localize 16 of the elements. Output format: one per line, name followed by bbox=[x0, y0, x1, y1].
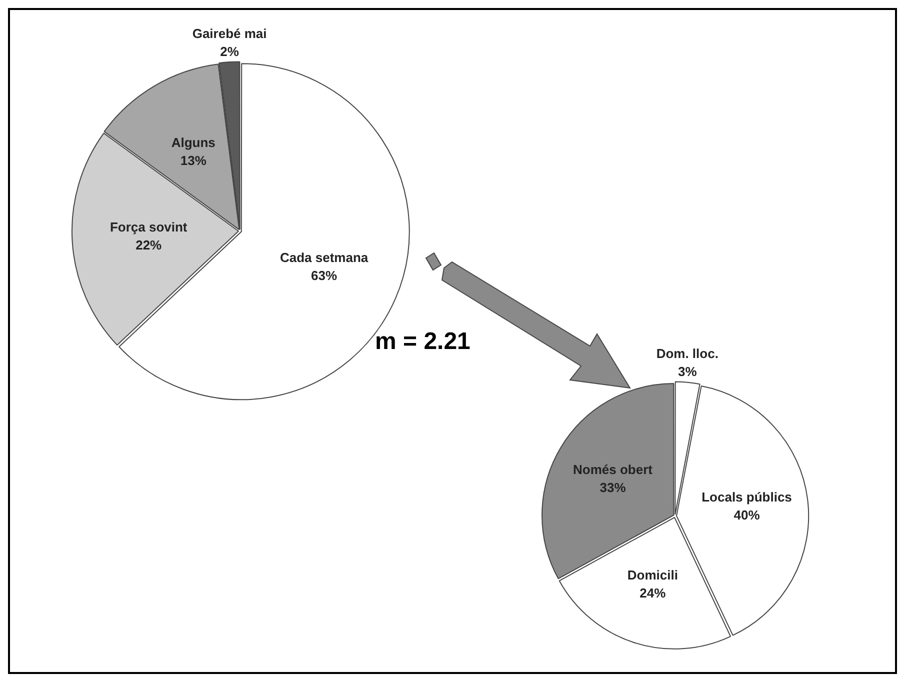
data-label: 13% bbox=[180, 152, 207, 168]
slice-label: Només obert bbox=[573, 462, 654, 477]
data-label: 40% bbox=[734, 508, 760, 523]
slice-label: Dom. lloc. bbox=[656, 346, 718, 362]
slice-label: Alguns bbox=[171, 134, 216, 150]
data-label: 33% bbox=[600, 480, 626, 495]
data-label: 24% bbox=[640, 585, 666, 600]
slice-label: Locals públics bbox=[702, 490, 792, 505]
data-label: 63% bbox=[311, 268, 338, 283]
slice-label: Gairebé mai bbox=[192, 26, 267, 42]
slice-label: Cada setmana bbox=[280, 250, 369, 265]
slice-label: Força sovint bbox=[110, 219, 188, 234]
data-label: 2% bbox=[220, 44, 240, 60]
slice-label: Domicili bbox=[627, 567, 678, 582]
data-label: 3% bbox=[678, 364, 698, 380]
data-label: 22% bbox=[136, 237, 162, 252]
